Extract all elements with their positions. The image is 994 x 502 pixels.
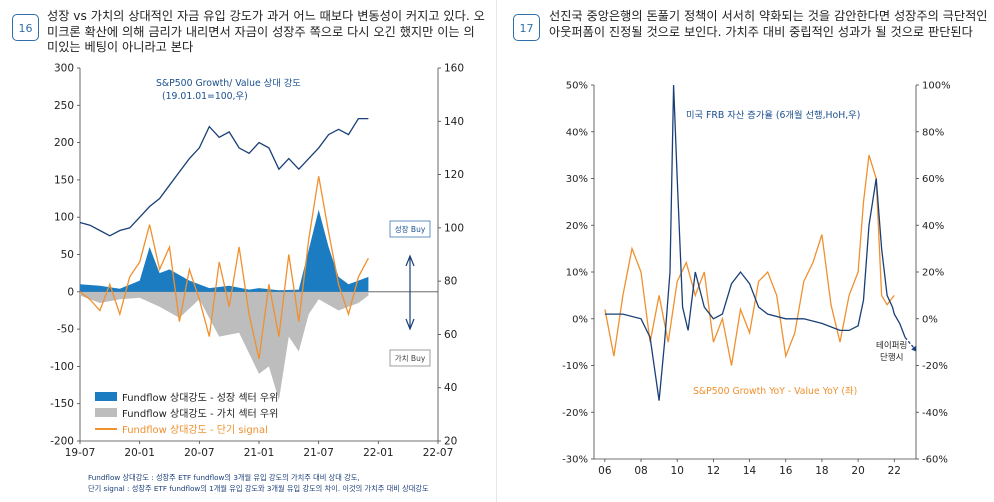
value-buy-label: 가치 Buy [395,354,426,363]
series-value-area [80,291,369,400]
direction-arrow [405,254,415,331]
x-tick-label: 08 [634,465,647,477]
y-tick-label-left: -150 [50,398,74,410]
series-spread-line [604,154,895,366]
y-tick-label-right: 60 [444,329,457,341]
y-tick-label-left: -100 [50,361,74,373]
y-tick-label-left: -30% [562,455,588,466]
x-tick-label: 22-07 [423,447,454,459]
legend-label: Fundflow 상대강도 - 단기 signal [122,424,268,436]
y-tick-label-right: 20 [444,436,457,448]
y-tick-label-left: 10% [566,268,588,279]
x-tick-label: 20-01 [124,447,155,459]
y-tick-label-left: 250 [54,100,74,112]
y-tick-label-left: 200 [54,137,74,149]
footnote-1: Fundflow 상대강도 : 성장주 ETF fundflow의 3개월 유입… [88,473,360,482]
chart-number-badge: 16 [12,14,39,41]
y-tick-label-left: 40% [566,127,588,138]
y-tick-label-left: 20% [566,221,588,232]
y-tick-label-right: 60% [922,174,944,185]
y-tick-label-left: 0% [572,314,588,325]
series-signal-line [79,176,369,360]
y-tick-label-left: 30% [566,174,588,185]
x-tick-label: 12 [707,465,720,477]
growth-buy-box [389,220,431,238]
y-tick-label-left: 50% [566,81,588,92]
x-tick-label: 06 [598,465,612,477]
frb-series-label: 미국 FRB 자산 증가율 (6개월 선행,HoH,우) [686,109,860,121]
x-tick-label: 19-07 [65,447,96,459]
y-tick-label-right: 40 [444,382,457,394]
y-tick-label-left: -20% [562,408,588,419]
x-tick-label: 21-07 [303,447,334,459]
tapering-label-2: 단행시 [880,352,903,363]
chart-16-svg: -200 -150 -100 -50 0 50 100 150 200 250 300 20 40 60 8… [50,63,464,460]
y-tick-label-right: 120 [444,169,464,181]
chart-title: 성장 vs 가치의 상대적인 자금 유입 강도가 과거 어느 때보다 변동성이 … [47,9,485,54]
legend-swatch [95,408,117,417]
chart-panel-16: 16 성장 vs 가치의 상대적인 자금 유입 강도가 과거 어느 때보다 변동… [0,0,490,502]
y-tick-label-left: 300 [54,63,74,75]
y-tick-label-right: 20% [922,268,944,279]
y-tick-label-right: 100% [922,81,951,92]
legend-label: Fundflow 상대강도 - 성장 섹터 우위 [122,391,278,404]
y-tick-label-right: -40% [922,408,948,419]
y-tick-label-right: 80% [922,127,944,138]
y-tick-label-right: -20% [922,361,948,372]
chart-panel-17: 17 선진국 중앙은행의 돈풀기 정책이 서서히 약화되는 것을 감안한다면 성… [503,0,994,502]
y-tick-label-left: 150 [54,174,74,186]
legend-swatch [95,392,117,401]
y-tick-label-right: 0% [922,314,938,325]
footnote-2: 단기 signal : 성장주 ETF fundflow의 1개월 유입 강도와… [88,484,429,493]
chart-number-badge: 17 [513,14,540,41]
tapering-projection [904,336,916,350]
y-tick-label-right: 160 [444,63,464,75]
y-tick-label-left: 50 [61,249,74,261]
x-tick-label: 20 [851,465,864,477]
x-tick-label: 16 [779,465,793,477]
spread-series-label: S&P500 Growth YoY - Value YoY (좌) [693,386,857,397]
series-growth-area [80,209,369,292]
y-tick-label-right: 40% [922,221,944,232]
value-buy-box [389,349,431,367]
x-tick-label: 22-01 [363,447,394,459]
y-tick-label-right: 80 [444,276,457,288]
chart-17-svg: -30% -20% -10% 0% 10% 20% 30% 40% 50% -60% -40% -20… [562,81,951,478]
x-tick-label: 20-07 [184,447,215,459]
y-tick-label-left: 100 [54,212,74,224]
x-tick-label: 21-01 [244,447,275,459]
tapering-arrowhead [911,345,917,352]
rs-line-label: S&P500 Growth/ Value 상대 강도 [156,78,301,89]
y-tick-label-left: -50 [57,324,74,336]
y-tick-label-left: -10% [562,361,588,372]
x-tick-label: 18 [815,465,828,477]
x-tick-label: 14 [743,465,757,477]
x-tick-label: 10 [671,465,684,477]
y-tick-label-left: -200 [50,436,74,448]
series-rs-line [79,117,369,237]
legend-label: Fundflow 상대강도 - 가치 섹터 우위 [122,407,278,420]
series-frb-line [604,84,906,401]
y-tick-label-right: 100 [444,222,464,234]
y-tick-label-right: -60% [922,455,948,466]
tapering-label: 테이퍼링 [876,340,907,351]
chart-title: 선진국 중앙은행의 돈풀기 정책이 서서히 약화되는 것을 감안한다면 성장주의… [549,9,988,39]
y-tick-label-left: 0 [67,286,74,298]
panel-divider [496,0,497,502]
growth-buy-label: 성장 Buy [395,224,426,234]
x-tick-label: 22 [888,465,901,477]
rs-line-label-2: (19.01.01=100,우) [162,91,248,102]
y-tick-label-right: 140 [444,116,464,128]
